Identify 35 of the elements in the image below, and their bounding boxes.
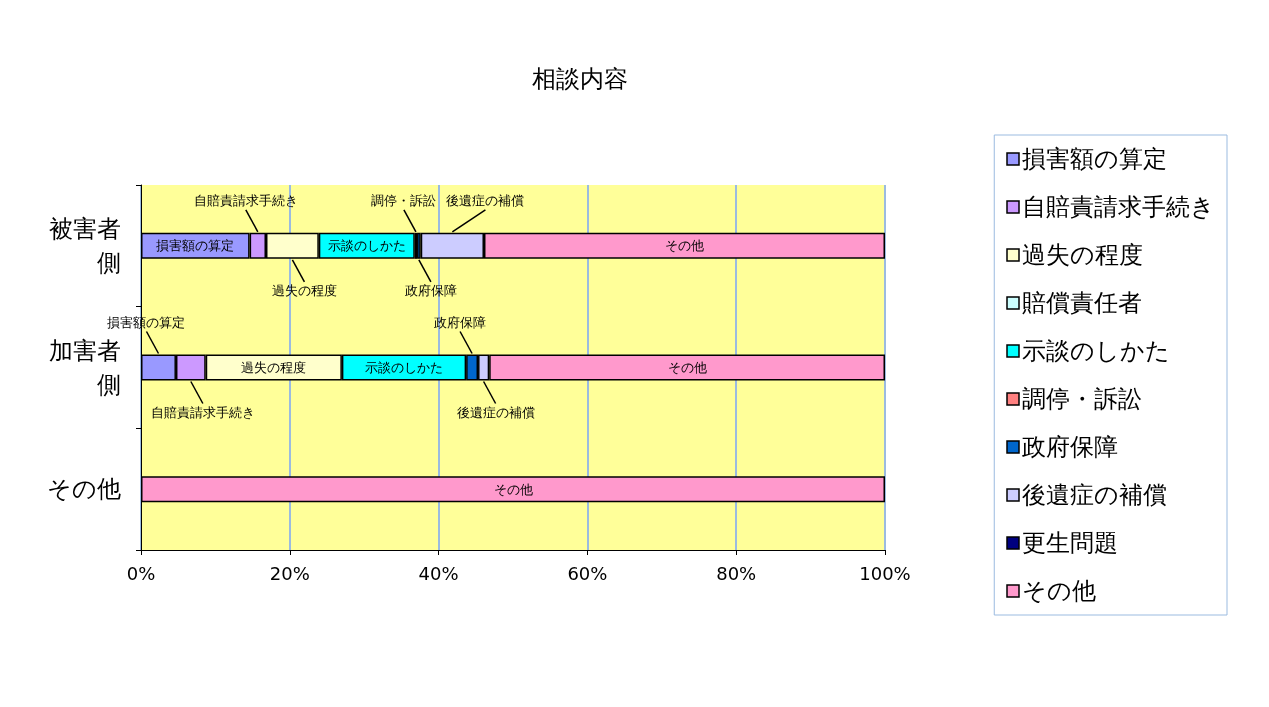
text: 後遺症の補償 <box>456 405 535 420</box>
chart-title: 相談内容 <box>532 65 628 93</box>
text: 示談のしかた <box>327 238 406 254</box>
text: 示談のしかた <box>365 360 443 375</box>
x-tick-label: 0% <box>126 562 156 584</box>
legend-label: 更生問題 <box>1022 529 1118 557</box>
y-tick-label: 被害者側 <box>49 214 121 277</box>
legend-label: 自賠責請求手続き <box>1022 193 1215 221</box>
text: 過失の程度 <box>241 360 307 375</box>
legend-label: 後遺症の補償 <box>1022 481 1167 509</box>
legend-label: 損害額の算定 <box>1022 145 1167 173</box>
legend-label: 示談のしかた <box>1022 337 1170 365</box>
text: 自賠責請求手続き <box>150 405 255 420</box>
legend-label: 賠償責任者 <box>1022 289 1142 317</box>
category-label: その他 <box>667 360 707 375</box>
x-tick-label: 100% <box>859 562 911 584</box>
x-tick-label: 80% <box>716 562 757 584</box>
legend-label: 調停・訴訟 <box>1022 385 1142 413</box>
legend-label: 政府保障 <box>1022 433 1118 461</box>
x-tick-label: 40% <box>418 562 459 584</box>
x-tick-label: 60% <box>567 562 608 584</box>
y-tick-label: その他 <box>47 475 121 504</box>
text: その他 <box>664 238 704 254</box>
legend-label: その他 <box>1022 577 1096 605</box>
text: 政府保障 <box>434 315 487 330</box>
text: 後遺症の補償 <box>446 193 525 209</box>
y-tick-label: 加害者側 <box>49 336 121 399</box>
category-label: その他 <box>493 481 533 497</box>
text: 過失の程度 <box>271 283 337 299</box>
text: 調停・訴訟 <box>371 193 437 209</box>
text: 政府保障 <box>404 283 457 299</box>
text: 自賠責請求手続き <box>193 193 298 209</box>
text: 損害額の算定 <box>156 238 235 254</box>
x-tick-label: 20% <box>269 562 310 584</box>
legend-label: 過失の程度 <box>1022 241 1143 269</box>
